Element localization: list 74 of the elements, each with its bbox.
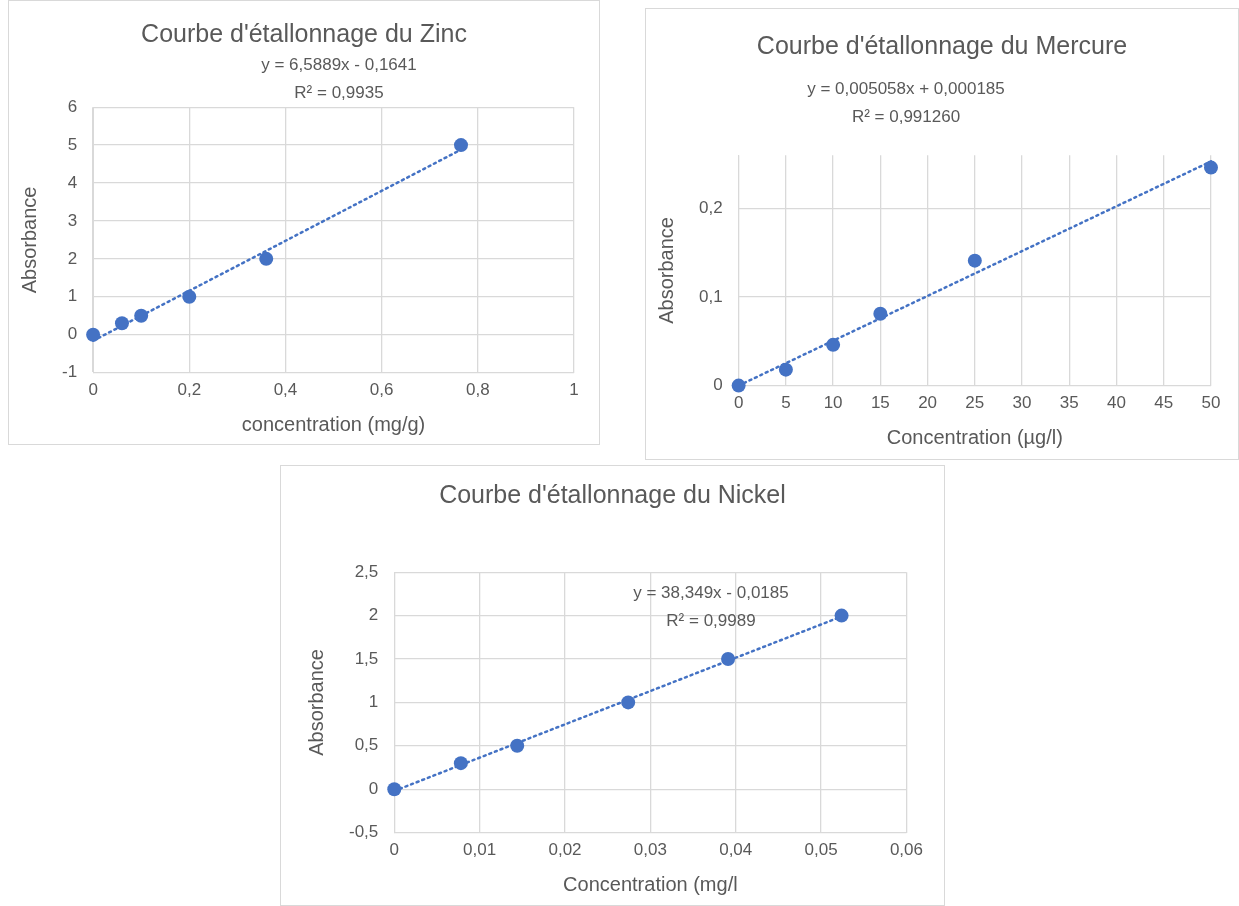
- point: [834, 608, 849, 623]
- y-tick-label: 2,5: [354, 561, 379, 581]
- point: [86, 327, 101, 342]
- chart-title: Courbe d'étallonnage du Mercure: [755, 31, 1129, 60]
- x-tick-label: 45: [1154, 393, 1174, 413]
- point: [778, 362, 793, 377]
- point: [873, 306, 888, 321]
- y-tick-label: 4: [67, 172, 78, 192]
- y-tick-label: 0: [368, 778, 379, 798]
- y-tick-label: 1,5: [354, 648, 379, 668]
- y-tick-label: 2: [67, 248, 78, 268]
- y-axis-title: Absorbance: [654, 217, 677, 324]
- y-tick-label: 0,1: [698, 286, 723, 306]
- point: [387, 782, 402, 797]
- y-tick-label: 1: [368, 692, 379, 712]
- x-tick-label: 30: [1012, 393, 1032, 413]
- point: [134, 308, 149, 323]
- text: R² = 0,991260: [851, 107, 961, 126]
- x-tick-label: 1: [569, 380, 579, 400]
- point: [453, 756, 468, 771]
- y-axis-title: Absorbance: [17, 186, 40, 294]
- x-tick-label: 0: [733, 393, 744, 413]
- x-tick-label: 0,01: [463, 840, 497, 860]
- chart-title: Courbe d'étallonnage du Nickel: [438, 480, 787, 509]
- x-tick-label: 0,2: [177, 380, 202, 400]
- point: [1204, 160, 1218, 175]
- y-tick-label: 6: [67, 96, 78, 116]
- y-tick-label: 0: [67, 324, 78, 344]
- x-tick-label: 25: [965, 393, 985, 413]
- x-tick-label: 0,04: [719, 840, 753, 860]
- x-tick-label: 0,6: [369, 380, 394, 400]
- point: [826, 337, 841, 352]
- x-tick-label: 35: [1059, 393, 1079, 413]
- y-tick-label: 0,5: [354, 735, 379, 755]
- x-axis-title: Concentration (mg/l: [563, 872, 738, 895]
- point: [721, 652, 736, 666]
- point: [182, 289, 197, 304]
- x-axis-title: Concentration (µg/l): [886, 425, 1063, 448]
- annotation: y = 38,349x - 0,0185: [633, 583, 789, 602]
- x-tick-label: 0,03: [633, 840, 667, 860]
- x-tick-label: 0,02: [548, 840, 582, 860]
- point: [731, 378, 746, 393]
- point: [967, 253, 982, 268]
- x-tick-label: 10: [823, 393, 843, 413]
- x-tick-label: 40: [1107, 393, 1126, 413]
- x-tick-label: 5: [781, 393, 791, 413]
- y-tick-label: 2: [368, 605, 379, 625]
- text: y = 6,5889x - 0,1641: [261, 55, 417, 74]
- annotation: R² = 0,9989: [666, 611, 756, 630]
- y-tick-label: 3: [67, 210, 78, 230]
- chart-title: Courbe d'étallonnage du Zinc: [140, 19, 468, 48]
- x-tick-label: 0,05: [804, 840, 838, 860]
- point: [259, 251, 274, 266]
- y-tick-label: 0,2: [698, 198, 723, 218]
- x-tick-label: 0: [389, 840, 400, 860]
- y-tick-label: -1: [61, 362, 78, 382]
- x-tick-label: 0,8: [466, 380, 490, 400]
- y-axis-title: Absorbance: [304, 649, 327, 756]
- x-tick-label: 0,06: [889, 840, 923, 860]
- point: [453, 138, 468, 153]
- x-axis-title: concentration (mg/g): [241, 412, 426, 435]
- x-tick-label: 0,4: [273, 380, 298, 400]
- y-tick-label: -0,5: [349, 822, 379, 842]
- text: R² = 0,9935: [294, 83, 384, 102]
- x-tick-label: 0: [88, 380, 98, 400]
- x-tick-label: 15: [870, 393, 890, 413]
- y-tick-label: 5: [67, 134, 78, 154]
- point: [621, 695, 636, 710]
- text: y = 0,005058x + 0,000185: [807, 79, 1005, 98]
- point: [510, 738, 525, 753]
- x-tick-label: 20: [918, 393, 938, 413]
- point: [114, 316, 129, 331]
- y-tick-label: 1: [67, 286, 78, 306]
- x-tick-label: 50: [1201, 393, 1221, 413]
